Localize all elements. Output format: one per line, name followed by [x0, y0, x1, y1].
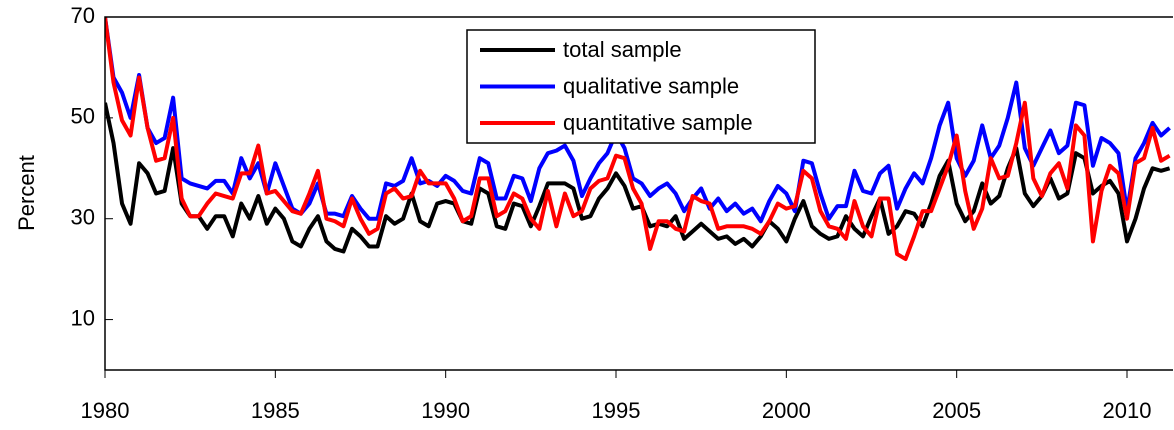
x-tick-label: 1995	[592, 398, 641, 423]
y-tick-label: 70	[71, 3, 95, 28]
x-tick-label: 2005	[932, 398, 981, 423]
x-tick-label: 2000	[762, 398, 811, 423]
plot-frame	[104, 16, 1173, 371]
y-axis-label: Percent	[14, 155, 39, 231]
plot-area	[105, 17, 1171, 262]
x-tick-label: 1990	[421, 398, 470, 423]
x-tick-label: 1980	[81, 398, 130, 423]
legend-label: qualitative sample	[563, 73, 739, 98]
x-tick-label: 2010	[1103, 398, 1152, 423]
y-tick-label: 50	[71, 104, 95, 129]
data-line	[105, 102, 1171, 254]
legend-label: total sample	[563, 37, 682, 62]
y-tick-label: 30	[71, 205, 95, 230]
y-tick-label: 10	[71, 305, 95, 330]
data-line	[105, 17, 1171, 262]
x-tick-label: 1985	[251, 398, 300, 423]
data-line	[105, 17, 1171, 224]
legend-label: quantitative sample	[563, 110, 753, 135]
